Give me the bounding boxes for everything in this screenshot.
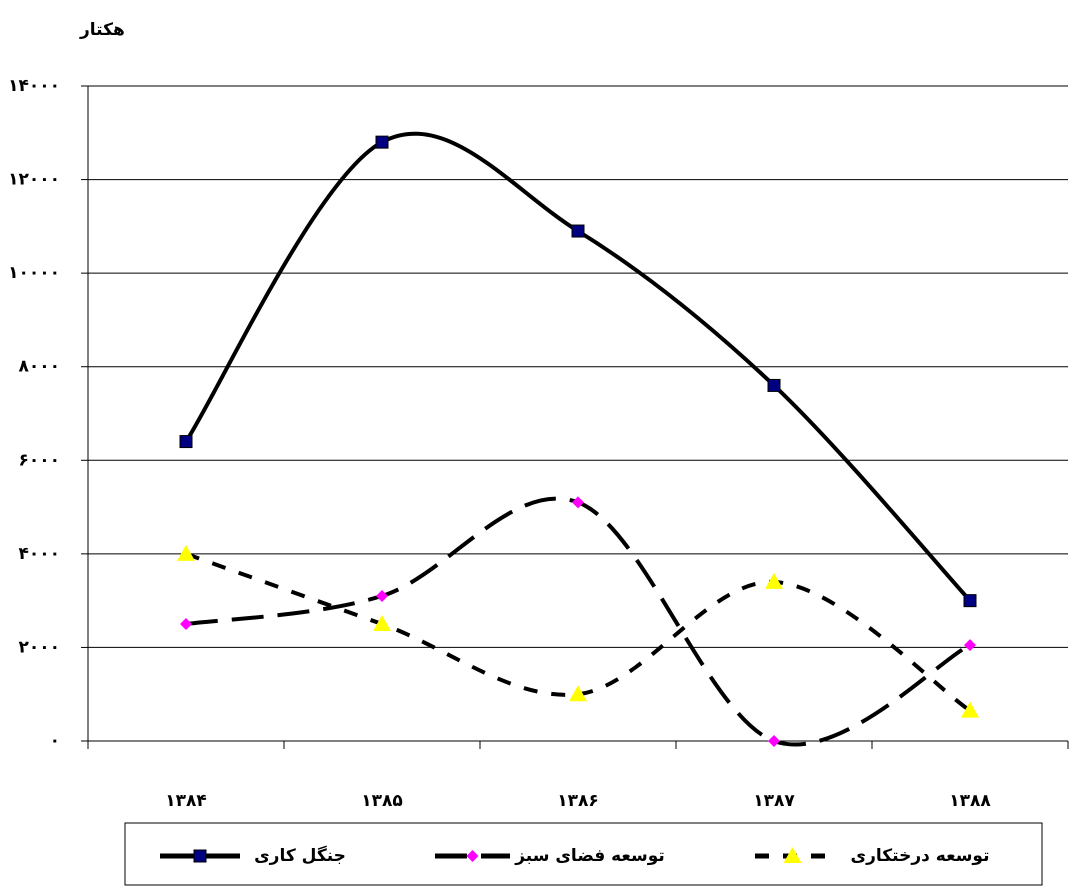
- data-point: [376, 589, 388, 602]
- y-tick-label: ۱۲۰۰۰: [8, 170, 60, 190]
- data-point: [177, 544, 195, 561]
- data-point: [571, 224, 585, 238]
- y-tick-label: ۱۴۰۰۰: [8, 76, 60, 96]
- legend-label: توسعه درختکاری: [851, 846, 990, 866]
- x-tick-label: ۱۳۸۸: [949, 791, 991, 811]
- y-tick-label: ۴۰۰۰: [18, 544, 60, 564]
- x-tick-label: ۱۳۸۴: [165, 791, 207, 811]
- x-tick-label: ۱۳۸۶: [557, 791, 599, 811]
- data-point: [765, 572, 783, 589]
- data-point: [963, 594, 977, 608]
- y-tick-label: ۸۰۰۰: [18, 357, 60, 377]
- x-tick-label: ۱۳۸۵: [361, 791, 403, 811]
- y-tick-label: ۲۰۰۰: [18, 637, 60, 657]
- y-tick-label: ۱۰۰۰۰: [8, 263, 60, 283]
- y-axis-label: هکتار: [79, 20, 125, 40]
- data-point: [569, 685, 587, 702]
- series-line: [185, 496, 971, 747]
- x-tick-label: ۱۳۸۷: [753, 791, 795, 811]
- legend-marker: [783, 847, 802, 863]
- legend-marker: [193, 849, 207, 863]
- legend-label: جنگل کاری: [254, 845, 346, 866]
- data-point: [373, 615, 391, 632]
- data-point: [179, 435, 193, 449]
- data-point: [961, 701, 979, 718]
- data-point: [767, 378, 781, 392]
- legend-marker: [466, 850, 479, 862]
- legend-box: [124, 822, 1043, 886]
- y-tick-label: ۶۰۰۰: [18, 450, 60, 470]
- data-point: [768, 735, 780, 747]
- data-point: [964, 639, 976, 652]
- data-point: [572, 496, 584, 509]
- series-line: [185, 551, 972, 713]
- y-tick-label: ۰: [50, 731, 60, 751]
- legend-label: توسعه فضای سبز: [514, 846, 665, 866]
- data-point: [180, 618, 192, 631]
- data-point: [375, 135, 389, 149]
